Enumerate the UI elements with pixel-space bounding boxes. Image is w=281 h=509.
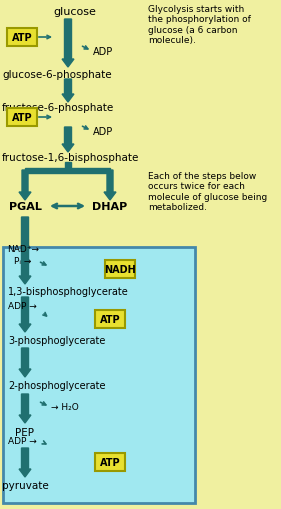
Text: fructose-1,6-bisphosphate: fructose-1,6-bisphosphate <box>2 153 139 163</box>
FancyBboxPatch shape <box>95 453 125 471</box>
Text: ATP: ATP <box>100 457 120 467</box>
FancyBboxPatch shape <box>7 109 37 127</box>
FancyArrow shape <box>19 394 31 423</box>
Text: 2-phosphoglycerate: 2-phosphoglycerate <box>8 380 105 390</box>
Text: ADP: ADP <box>93 127 113 137</box>
FancyArrow shape <box>62 20 74 68</box>
Text: Each of the steps below
occurs twice for each
molecule of glucose being
metaboli: Each of the steps below occurs twice for… <box>148 172 267 212</box>
Text: PGAL: PGAL <box>8 202 41 212</box>
FancyArrow shape <box>19 348 31 377</box>
FancyArrow shape <box>19 297 31 332</box>
Text: glucose: glucose <box>54 7 96 17</box>
Text: ADP: ADP <box>93 47 113 57</box>
Text: PEP: PEP <box>15 427 35 437</box>
Bar <box>25 168 110 174</box>
Bar <box>65 163 71 171</box>
Text: ATP: ATP <box>12 33 32 43</box>
FancyArrow shape <box>19 217 31 285</box>
FancyArrow shape <box>62 80 74 103</box>
FancyArrow shape <box>62 128 74 153</box>
Text: ATP: ATP <box>100 315 120 324</box>
Text: glucose-6-phosphate: glucose-6-phosphate <box>2 70 112 80</box>
Text: 3-phosphoglycerate: 3-phosphoglycerate <box>8 335 105 345</box>
Text: DHAP: DHAP <box>92 202 128 212</box>
FancyBboxPatch shape <box>7 29 37 47</box>
Text: 1,3-bisphosphoglycerate: 1,3-bisphosphoglycerate <box>8 287 129 296</box>
Text: Glycolysis starts with
the phosphorylation of
glucose (a 6 carbon
molecule).: Glycolysis starts with the phosphorylati… <box>148 5 251 45</box>
Text: → H₂O: → H₂O <box>51 403 79 412</box>
Text: ADP →: ADP → <box>8 437 37 445</box>
FancyArrow shape <box>19 448 31 477</box>
FancyBboxPatch shape <box>105 261 135 278</box>
FancyBboxPatch shape <box>3 247 195 503</box>
Text: Pᵢ →: Pᵢ → <box>14 257 31 266</box>
Text: fructose-6-phosphate: fructose-6-phosphate <box>2 103 114 113</box>
Text: NAD⁺→: NAD⁺→ <box>7 245 39 254</box>
Text: ATP: ATP <box>12 113 32 123</box>
FancyArrow shape <box>19 171 31 201</box>
Text: NADH: NADH <box>104 265 136 274</box>
Text: pyruvate: pyruvate <box>2 480 48 490</box>
FancyArrow shape <box>104 171 116 201</box>
FancyBboxPatch shape <box>95 310 125 328</box>
Text: ADP →: ADP → <box>8 302 37 311</box>
